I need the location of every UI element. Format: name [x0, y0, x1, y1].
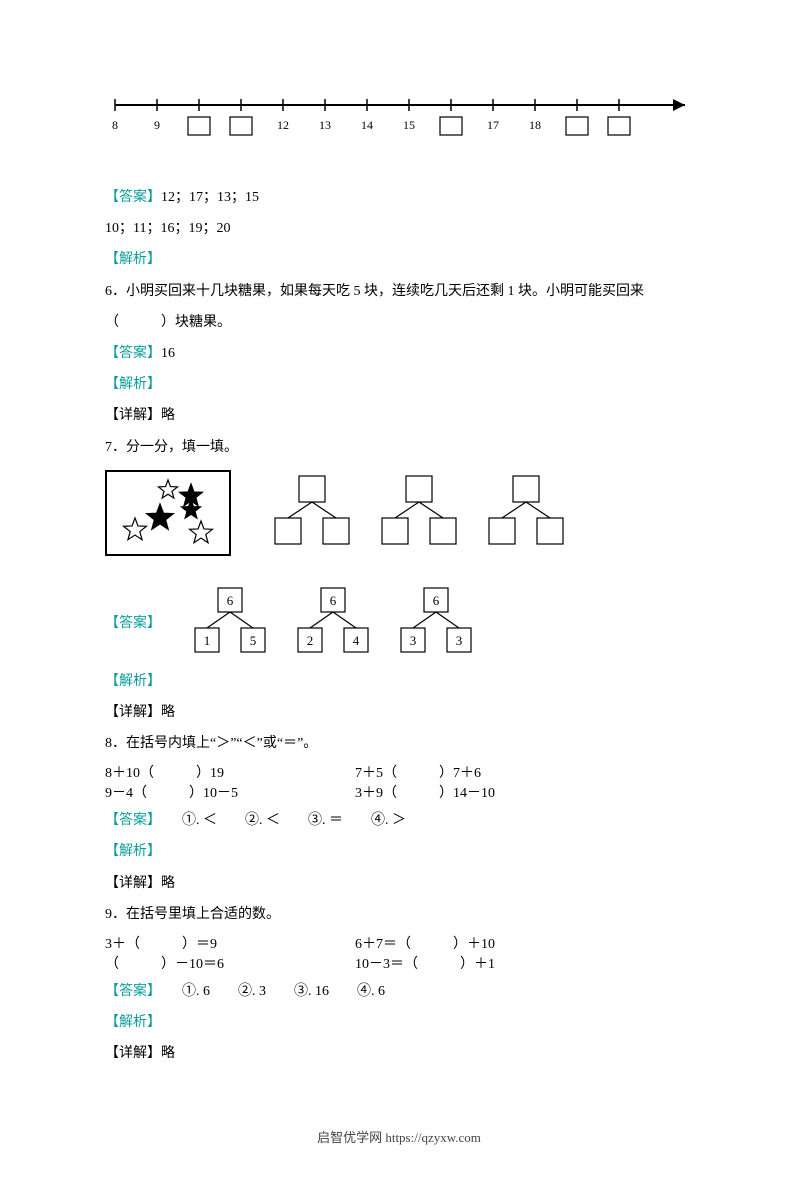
number-line-figure: 8 9 12 13 14 15 17 18: [105, 90, 693, 155]
blank-trees: [271, 474, 567, 551]
q5-answer: 【答案】12；17；13；15: [105, 185, 693, 210]
svg-text:8: 8: [112, 118, 118, 132]
svg-text:6: 6: [227, 593, 234, 608]
q8-r1-right: 7＋5（ ）7＋6: [355, 762, 605, 782]
svg-text:1: 1: [204, 633, 211, 648]
q9-r2-right: 10－3＝（ ）＋1: [355, 953, 605, 973]
svg-text:9: 9: [154, 118, 160, 132]
svg-text:17: 17: [487, 118, 499, 132]
answer-label: 【答案】: [105, 813, 154, 828]
star-box: [105, 470, 231, 556]
analysis-label: 【解析】: [105, 1015, 161, 1030]
q8-r1-left: 8＋10（ ）19: [105, 762, 355, 782]
q8-text: 8．在括号内填上“＞”“＜”或“＝”。: [105, 731, 693, 756]
q8-r2-left: 9－4（ ）10－5: [105, 782, 355, 802]
svg-text:13: 13: [319, 118, 331, 132]
q9-row2: （ ）－10＝6 10－3＝（ ）＋1: [105, 953, 693, 973]
q6-text2: （ ）块糖果。: [105, 310, 693, 335]
q9-row1: 3＋（ ）＝9 6＋7＝（ ）＋10: [105, 933, 693, 953]
analysis-label: 【解析】: [105, 377, 161, 392]
blank-tree: [485, 474, 567, 551]
svg-text:2: 2: [307, 633, 314, 648]
answer-tree: 6 3 3: [397, 586, 475, 659]
blank-tree: [271, 474, 353, 551]
q5-answer-text1: 12；17；13；15: [161, 190, 259, 205]
q9-answer: 【答案】 ①. 6 ②. 3 ③. 16 ④. 6: [105, 979, 693, 1004]
q9-r1-right: 6＋7＝（ ）＋10: [355, 933, 605, 953]
svg-text:4: 4: [353, 633, 360, 648]
answer-label: 【答案】: [105, 190, 161, 205]
svg-text:14: 14: [361, 118, 373, 132]
q9-analysis: 【解析】: [105, 1010, 693, 1035]
svg-text:3: 3: [410, 633, 417, 648]
q8-answer: 【答案】 ①. ＜ ②. ＜ ③. ＝ ④. ＞: [105, 808, 693, 833]
q5-analysis: 【解析】: [105, 247, 693, 272]
q8-r2-right: 3＋9（ ）14－10: [355, 782, 605, 802]
q5-answer-line2: 10；11；16；19；20: [105, 216, 693, 241]
q8-row1: 8＋10（ ）19 7＋5（ ）7＋6: [105, 762, 693, 782]
q9-r2-left: （ ）－10＝6: [105, 953, 355, 973]
q8-answer-text: ①. ＜ ②. ＜ ③. ＝ ④. ＞: [154, 813, 406, 828]
q7-answer-row: 【答案】 6 1 5 6 2 4 6 3 3: [105, 586, 693, 659]
q6-text: 6．小明买回来十几块糖果，如果每天吃 5 块，连续吃几天后还剩 1 块。小明可能…: [105, 279, 693, 304]
q9-answer-text: ①. 6 ②. 3 ③. 16 ④. 6: [154, 984, 385, 999]
analysis-label: 【解析】: [105, 252, 161, 267]
answer-trees: 6 1 5 6 2 4 6 3 3: [191, 586, 475, 659]
answer-label: 【答案】: [105, 346, 161, 361]
svg-text:3: 3: [456, 633, 463, 648]
q6-answer-text: 16: [161, 346, 175, 361]
svg-text:12: 12: [277, 118, 289, 132]
svg-text:15: 15: [403, 118, 415, 132]
answer-label: 【答案】: [105, 984, 154, 999]
q9-text: 9．在括号里填上合适的数。: [105, 902, 693, 927]
answer-label: 【答案】: [105, 612, 161, 632]
page-footer: 启智优学网 https://qzyxw.com: [105, 1127, 693, 1146]
document-page: 89121314151718 【答案】12；17；13；15 10；11；16；…: [0, 0, 793, 1186]
q9-r1-left: 3＋（ ）＝9: [105, 933, 355, 953]
q6-answer: 【答案】16: [105, 341, 693, 366]
q8-analysis: 【解析】: [105, 839, 693, 864]
analysis-label: 【解析】: [105, 844, 161, 859]
q9-detail: 【详解】略: [105, 1041, 693, 1066]
svg-text:18: 18: [529, 118, 541, 132]
analysis-label: 【解析】: [105, 674, 161, 689]
q7-figure: [105, 470, 693, 556]
q8-detail: 【详解】略: [105, 871, 693, 896]
q7-analysis: 【解析】: [105, 669, 693, 694]
q8-row2: 9－4（ ）10－5 3＋9（ ）14－10: [105, 782, 693, 802]
svg-text:6: 6: [433, 593, 440, 608]
q6-analysis: 【解析】: [105, 372, 693, 397]
svg-text:6: 6: [330, 593, 337, 608]
blank-tree: [378, 474, 460, 551]
answer-tree: 6 2 4: [294, 586, 372, 659]
svg-text:5: 5: [250, 633, 257, 648]
q6-detail: 【详解】略: [105, 403, 693, 428]
q7-text: 7．分一分，填一填。: [105, 435, 693, 460]
q7-detail: 【详解】略: [105, 700, 693, 725]
answer-tree: 6 1 5: [191, 586, 269, 659]
